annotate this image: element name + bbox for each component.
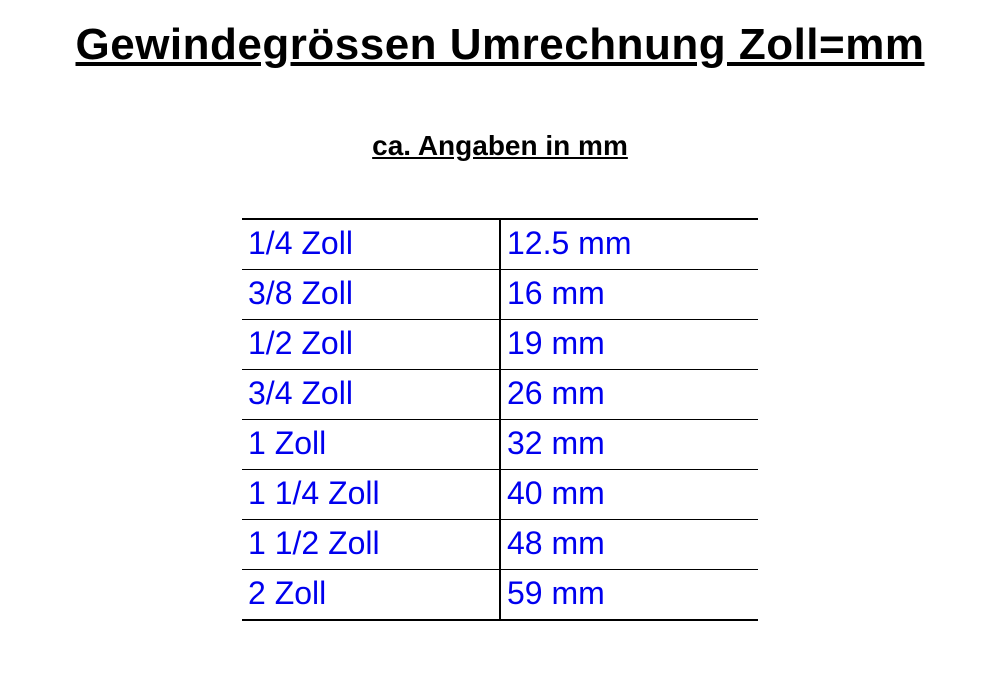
conversion-table: 1/4 Zoll 12.5 mm 3/8 Zoll 16 mm 1/2 Zoll… (242, 218, 758, 621)
conversion-table-wrap: 1/4 Zoll 12.5 mm 3/8 Zoll 16 mm 1/2 Zoll… (242, 218, 758, 621)
cell-zoll: 1/2 Zoll (242, 320, 500, 370)
cell-zoll: 3/8 Zoll (242, 270, 500, 320)
table-row: 2 Zoll 59 mm (242, 570, 758, 621)
page-subtitle: ca. Angaben in mm (372, 130, 628, 162)
page-title: Gewindegrössen Umrechnung Zoll=mm (76, 20, 925, 70)
cell-mm: 59 mm (500, 570, 758, 621)
cell-mm: 19 mm (500, 320, 758, 370)
cell-mm: 16 mm (500, 270, 758, 320)
table-row: 3/4 Zoll 26 mm (242, 370, 758, 420)
table-row: 1/2 Zoll 19 mm (242, 320, 758, 370)
table-row: 1/4 Zoll 12.5 mm (242, 219, 758, 270)
cell-mm: 48 mm (500, 520, 758, 570)
cell-mm: 26 mm (500, 370, 758, 420)
cell-zoll: 1 Zoll (242, 420, 500, 470)
table-row: 3/8 Zoll 16 mm (242, 270, 758, 320)
table-row: 1 1/4 Zoll 40 mm (242, 470, 758, 520)
cell-zoll: 2 Zoll (242, 570, 500, 621)
cell-zoll: 1/4 Zoll (242, 219, 500, 270)
table-row: 1 Zoll 32 mm (242, 420, 758, 470)
cell-mm: 40 mm (500, 470, 758, 520)
cell-mm: 12.5 mm (500, 219, 758, 270)
cell-zoll: 1 1/4 Zoll (242, 470, 500, 520)
cell-zoll: 1 1/2 Zoll (242, 520, 500, 570)
table-row: 1 1/2 Zoll 48 mm (242, 520, 758, 570)
cell-mm: 32 mm (500, 420, 758, 470)
cell-zoll: 3/4 Zoll (242, 370, 500, 420)
